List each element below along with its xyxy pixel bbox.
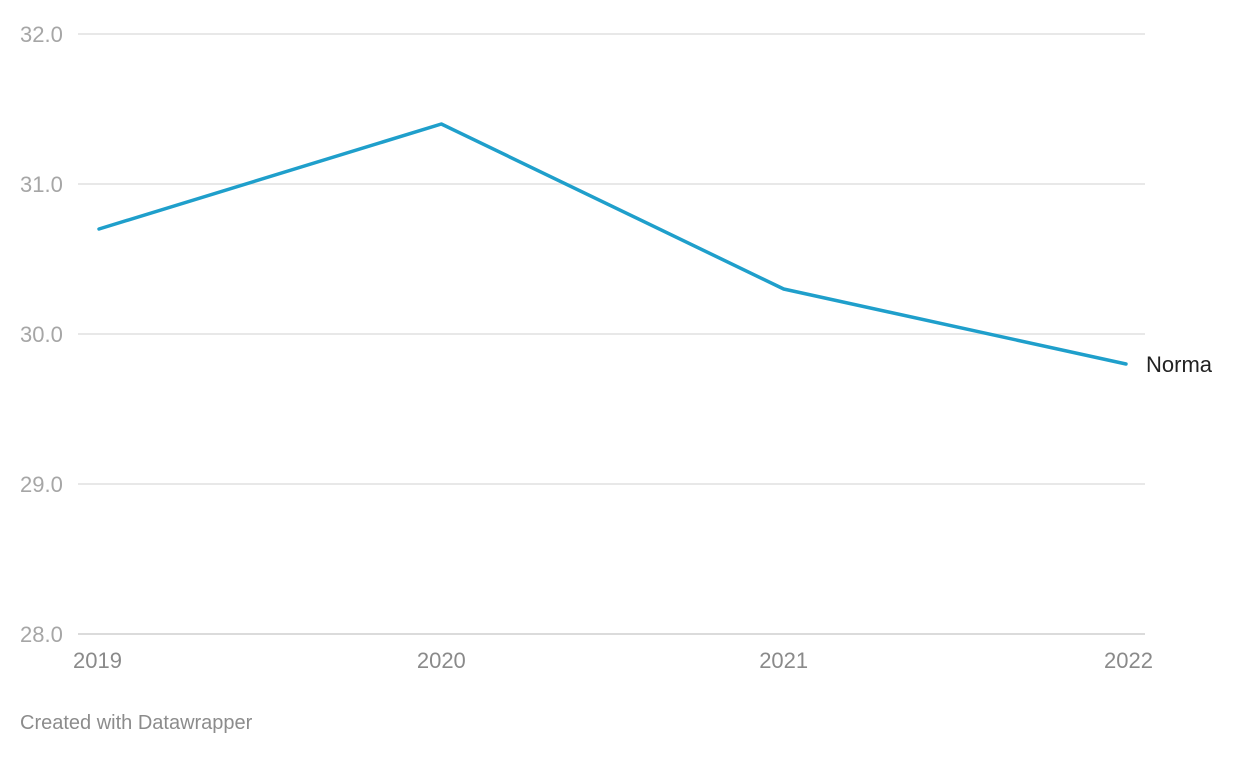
x-tick-label: 2021 [759,648,808,673]
line-chart: 28.0 29.0 30.0 31.0 32.0 2019 2020 2021 2022 No… [20,22,1213,673]
datawrapper-credit: Created with Datawrapper [20,712,253,734]
y-tick-label: 31.0 [20,172,63,197]
y-tick-label: 28.0 [20,622,63,647]
x-tick-label: 2019 [73,648,122,673]
y-tick-label: 30.0 [20,322,63,347]
series-group: Norma [97,122,1213,377]
y-axis: 28.0 29.0 30.0 31.0 32.0 [20,22,63,647]
gridlines [78,33,1145,635]
y-tick-label: 32.0 [20,22,63,47]
x-tick-label: 2020 [417,648,466,673]
x-axis: 2019 2020 2021 2022 [73,648,1153,673]
series-line-norma [97,122,1128,366]
y-tick-label: 29.0 [20,472,63,497]
x-tick-label: 2022 [1104,648,1153,673]
series-label: Norma [1146,352,1213,377]
